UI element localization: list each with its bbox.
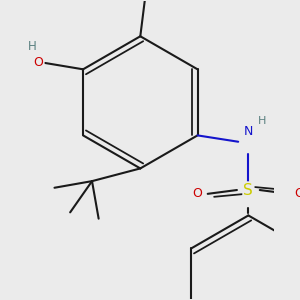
Text: H: H [28, 40, 37, 53]
Text: O: O [34, 56, 44, 70]
Text: O: O [193, 187, 202, 200]
Text: S: S [244, 182, 253, 197]
Text: H: H [258, 116, 266, 126]
Text: N: N [244, 125, 253, 138]
Text: O: O [294, 187, 300, 200]
